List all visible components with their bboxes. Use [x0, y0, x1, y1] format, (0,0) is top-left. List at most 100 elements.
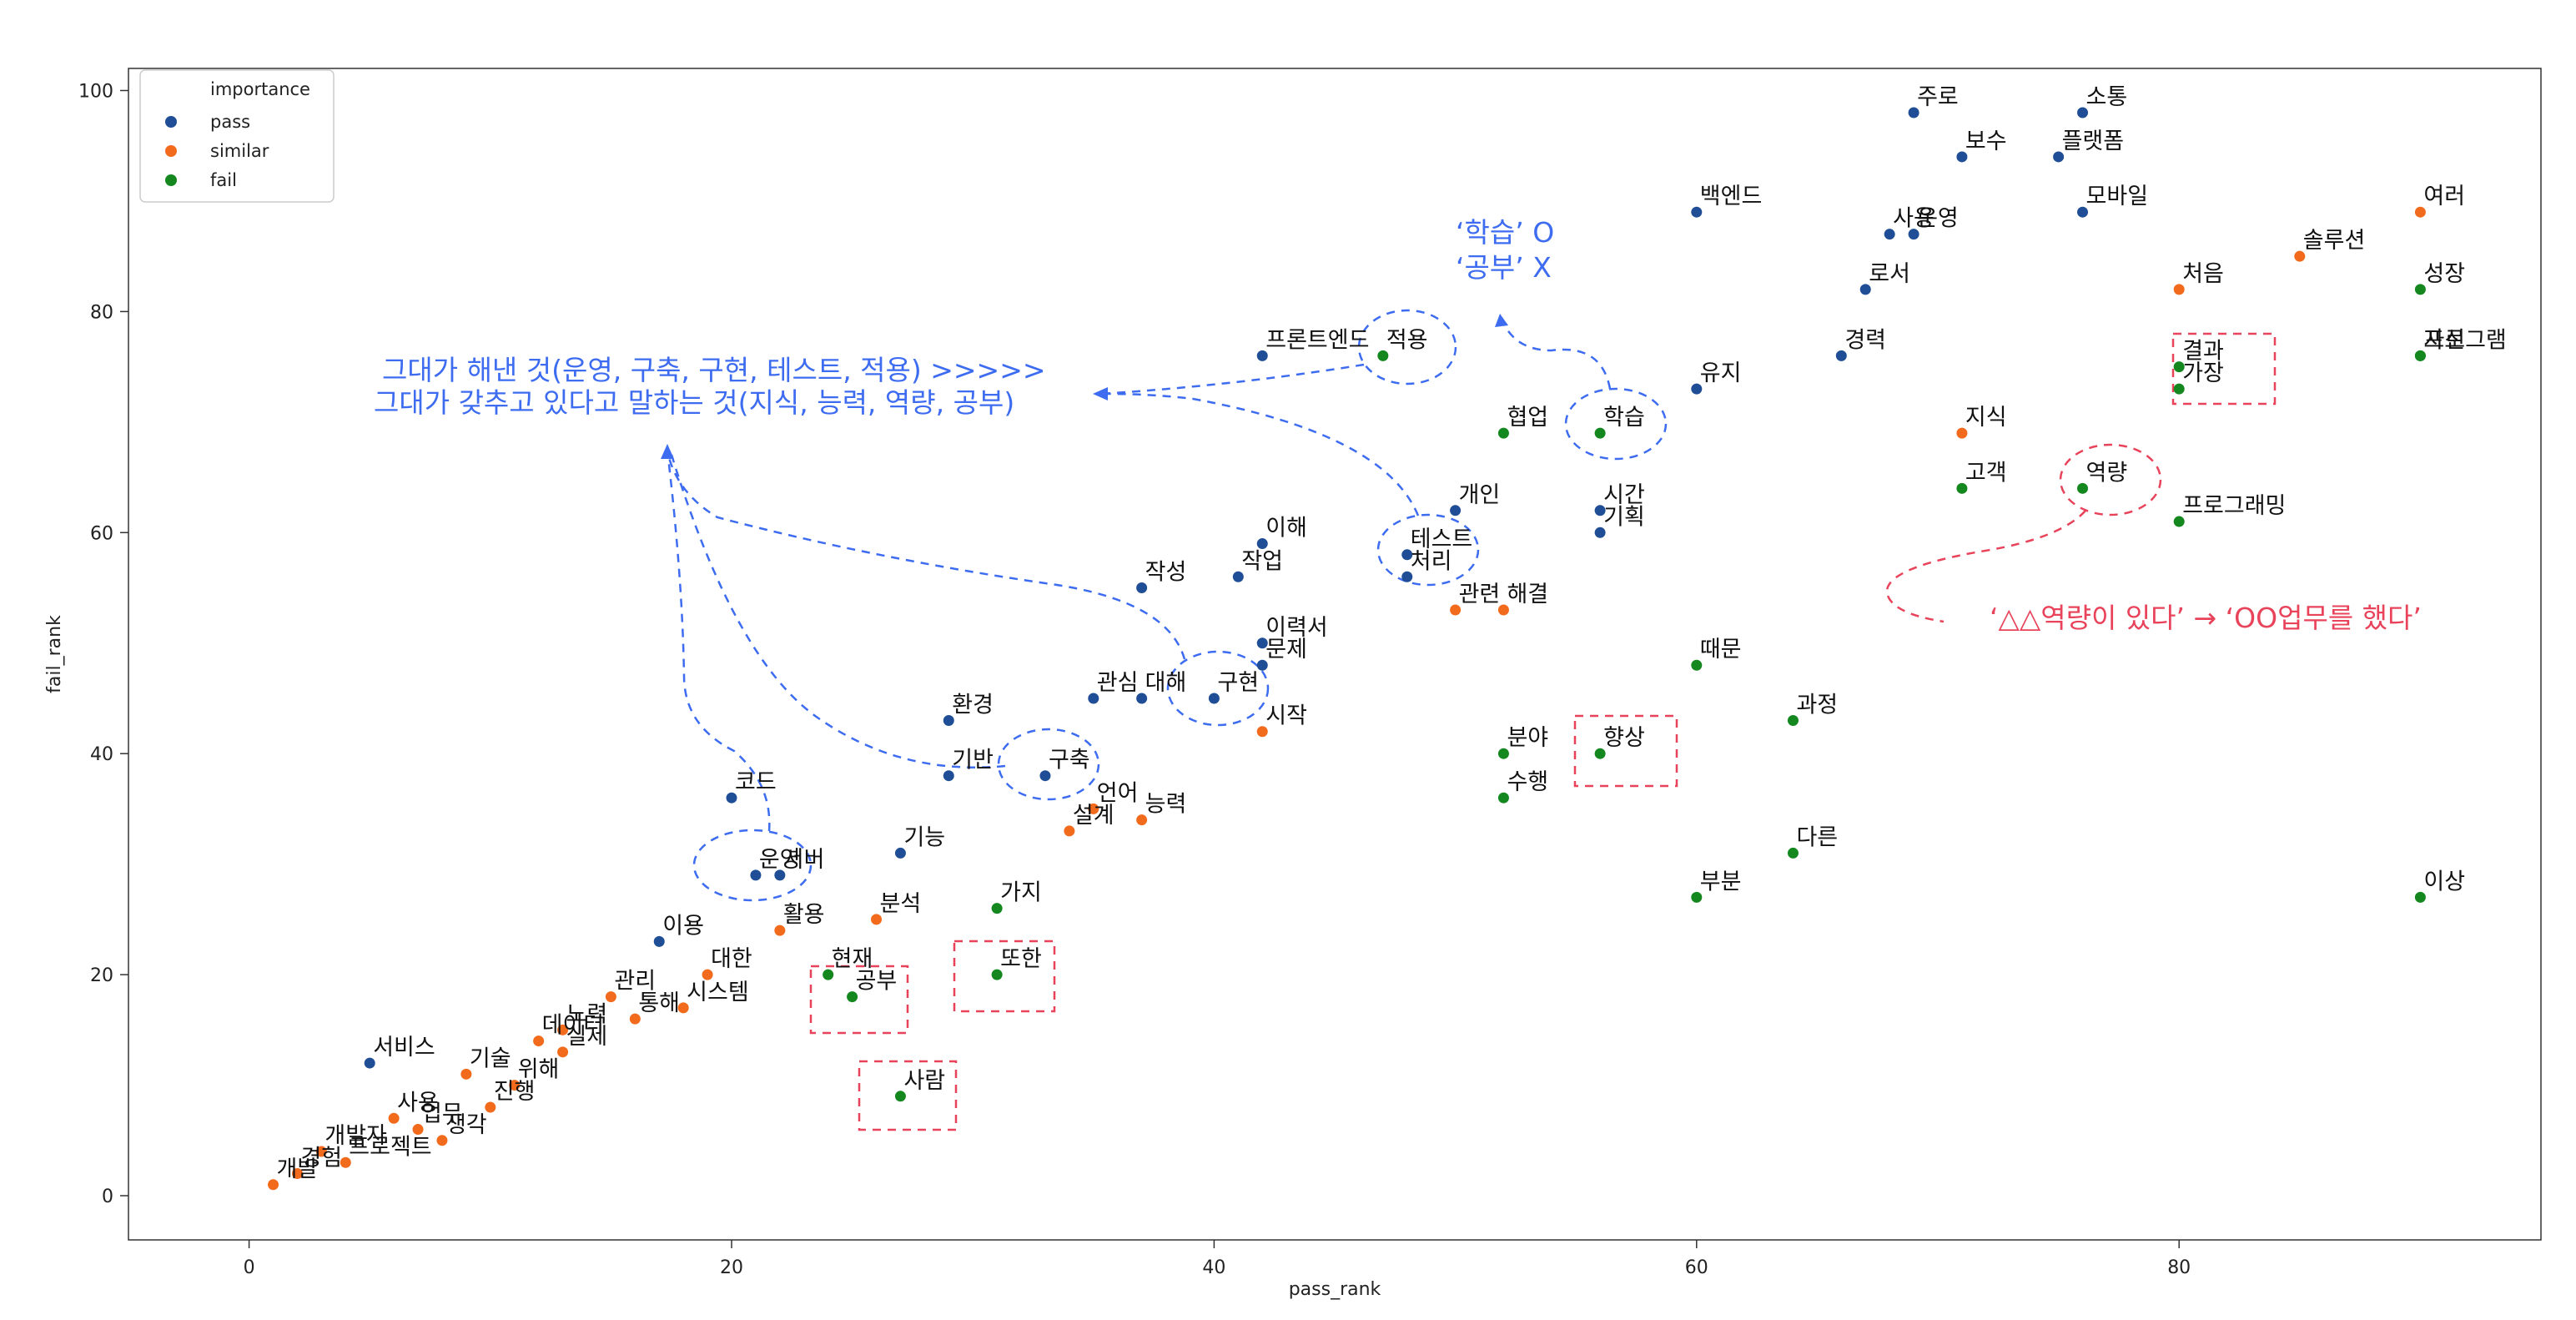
annotation-shapes [661, 309, 2277, 1131]
point-label: 개인 [1459, 482, 1501, 508]
point-label: 부분 [1700, 869, 1742, 894]
point-label: 때문 [1700, 637, 1742, 663]
point-label: 능력 [1145, 792, 1187, 818]
point-label: 또한 [1000, 946, 1042, 972]
point-fail [2077, 482, 2089, 494]
point-fail [1594, 427, 1606, 439]
x-tick-label: 60 [1685, 1257, 1708, 1278]
x-axis-title: pass_rank [1289, 1279, 1381, 1300]
arrow-implement [666, 450, 1186, 660]
point-pass [943, 770, 954, 782]
arrow-competency [1885, 510, 2086, 623]
point-similar [412, 1124, 424, 1136]
point-similar [2414, 206, 2426, 218]
annotation-competency-note: ‘△△역량이 있다’ → ‘OO업무를 했다’ [1990, 602, 2422, 634]
point-label: 모바일 [2086, 184, 2149, 209]
point-label: 기능 [903, 824, 945, 850]
point-similar [485, 1101, 496, 1113]
point-label: 서비스 [373, 1035, 435, 1061]
point-label: 운영 [1917, 206, 1959, 232]
point-label: 사용 [1893, 206, 1935, 232]
point-pass [1956, 151, 1968, 163]
point-label: 활용 [783, 902, 825, 928]
point-label: 개발자 [325, 1123, 387, 1149]
point-label: 가지 [1000, 880, 1042, 906]
point-pass [1401, 571, 1413, 582]
point-label: 노력 [566, 1001, 608, 1027]
point-fail [991, 903, 1003, 914]
legend-title: importance [210, 79, 310, 99]
box-study [809, 965, 909, 1035]
point-fail [1377, 350, 1389, 361]
point-pass [1908, 229, 1919, 240]
point-similar [1088, 803, 1099, 814]
point-label: 적용 [1386, 327, 1428, 353]
point-similar [2173, 284, 2185, 295]
y-tick-label: 40 [90, 744, 113, 765]
point-pass [1450, 505, 1462, 516]
point-label: 운영 [759, 847, 801, 873]
point-label: 분석 [880, 891, 922, 917]
point-similar [677, 1002, 689, 1014]
point-label: 생각 [445, 1112, 487, 1138]
point-pass [1691, 206, 1703, 218]
point-similar [340, 1156, 351, 1168]
annotation-study-x: ‘공부’ X [1456, 251, 1552, 284]
legend-label-fail: fail [210, 170, 237, 190]
point-pass [1208, 693, 1220, 704]
point-similar [291, 1168, 303, 1180]
point-pass [1256, 350, 1268, 361]
annotation-done-line2: 그대가 갖추고 있다고 말하는 것(지식, 능력, 역량, 공부) [374, 386, 1014, 419]
x-tick-label: 80 [2167, 1257, 2191, 1278]
point-label: 처리 [1411, 548, 1452, 574]
point-label: 지식 [1965, 405, 2007, 431]
point-similar [2294, 250, 2306, 262]
point-pass [774, 869, 786, 881]
point-label: 공부 [856, 969, 898, 995]
point-label: 데이터 [542, 1013, 605, 1039]
point-pass [1859, 284, 1871, 295]
point-similar [533, 1035, 545, 1047]
point-label: 실제 [566, 1024, 608, 1050]
point-pass [1884, 229, 1895, 240]
point-pass [2077, 107, 2089, 118]
y-tick-label: 0 [102, 1186, 113, 1207]
point-label: 가장 [2182, 360, 2224, 386]
point-label: 테스트 [1411, 526, 1473, 552]
point-fail [2173, 383, 2185, 395]
point-label: 진행 [494, 1079, 536, 1105]
point-label: 코드 [735, 769, 777, 795]
point-label: 구축 [1049, 748, 1090, 773]
point-fail [2414, 891, 2426, 903]
point-label: 해결 [1507, 582, 1548, 607]
point-pass [1401, 549, 1413, 561]
point-similar [1256, 726, 1268, 738]
point-label: 작업 [1241, 548, 1283, 574]
y-tick-label: 20 [90, 965, 113, 986]
box-person [858, 1060, 958, 1131]
point-pass [943, 714, 954, 726]
point-similar [268, 1179, 279, 1191]
point-pass [2077, 206, 2089, 218]
y-tick-label: 60 [90, 523, 113, 544]
point-fail [991, 969, 1003, 980]
point-fail [2173, 361, 2185, 373]
circle-build [997, 728, 1100, 801]
point-label: 주로 [1917, 84, 1959, 110]
point-label: 관리 [614, 969, 656, 995]
point-similar [388, 1112, 400, 1124]
point-label: 프론트엔드 [1265, 327, 1369, 353]
y-tick-label: 80 [90, 302, 113, 323]
point-similar [460, 1068, 472, 1080]
legend: importance pass similar fail [139, 69, 335, 203]
point-label: 기획 [1603, 504, 1645, 530]
point-similar [557, 1046, 569, 1058]
circle-test [1376, 513, 1480, 587]
point-pass [1136, 693, 1148, 704]
point-label: 설계 [1073, 803, 1114, 829]
box-also [953, 940, 1056, 1013]
point-pass [1039, 770, 1051, 782]
point-pass [726, 792, 737, 804]
point-pass [1256, 538, 1268, 550]
point-pass [2053, 151, 2065, 163]
